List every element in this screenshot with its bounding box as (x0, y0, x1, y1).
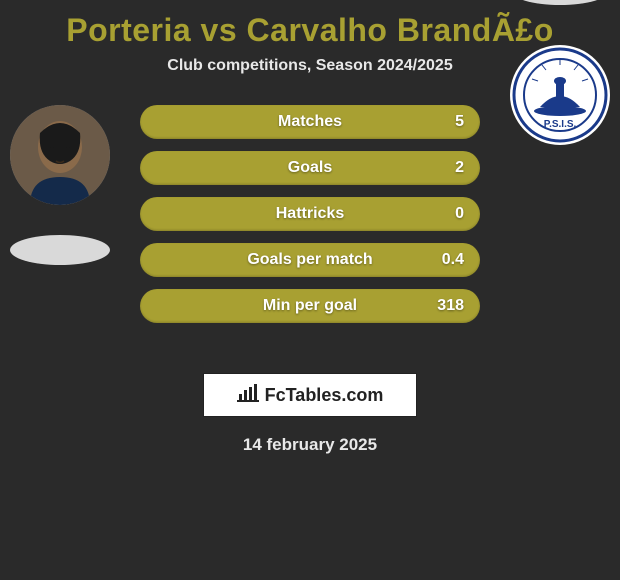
stat-value: 2 (455, 159, 464, 177)
stat-value: 318 (437, 297, 464, 315)
player-photo-icon (10, 105, 110, 205)
page-title: Porteria vs Carvalho BrandÃ£o (0, 0, 620, 49)
player-left-column (10, 105, 110, 265)
stat-label: Min per goal (263, 297, 357, 315)
date-text: 14 february 2025 (0, 435, 620, 455)
stat-value: 0.4 (442, 251, 464, 269)
player-right-column: P.S.I.S. (510, 105, 610, 145)
stat-row-hattricks: Hattricks 0 (140, 197, 480, 231)
stat-row-min-per-goal: Min per goal 318 (140, 289, 480, 323)
player-right-club-badge: P.S.I.S. (510, 45, 610, 145)
brand-box[interactable]: FcTables.com (203, 373, 417, 417)
stat-row-goals-per-match: Goals per match 0.4 (140, 243, 480, 277)
stat-label: Matches (278, 113, 342, 131)
stat-label: Goals (288, 159, 332, 177)
svg-text:P.S.I.S.: P.S.I.S. (544, 119, 577, 130)
stat-label: Hattricks (276, 205, 344, 223)
stat-row-goals: Goals 2 (140, 151, 480, 185)
player-left-avatar (10, 105, 110, 205)
comparison-area: P.S.I.S. Matches 5 Goals 2 Hattricks 0 (0, 105, 620, 355)
chart-icon (237, 384, 259, 407)
stat-value: 0 (455, 205, 464, 223)
brand-text: FcTables.com (265, 385, 384, 406)
player-left-shadow (10, 235, 110, 265)
stat-value: 5 (455, 113, 464, 131)
stat-label: Goals per match (247, 251, 372, 269)
club-badge-icon: P.S.I.S. (510, 45, 610, 145)
stat-row-matches: Matches 5 (140, 105, 480, 139)
stats-list: Matches 5 Goals 2 Hattricks 0 Goals per … (140, 105, 480, 323)
